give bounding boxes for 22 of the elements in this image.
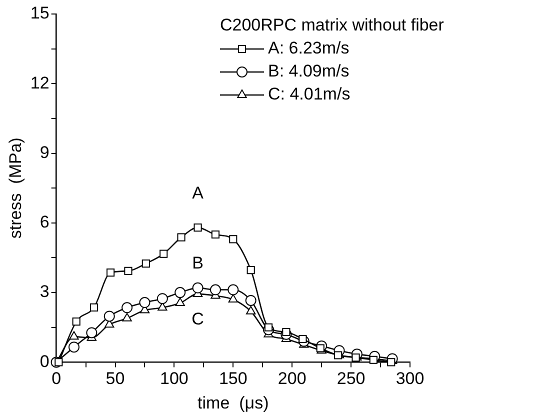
x-tick-label: 200: [278, 369, 306, 388]
y-tick-label: 12: [30, 73, 50, 92]
annotation: A: [192, 183, 204, 202]
y-tick-label: 15: [30, 4, 50, 23]
y-axis-title: stress (MPa): [6, 138, 25, 239]
annotation: B: [192, 254, 204, 273]
y-tick-label: 0: [40, 352, 50, 371]
x-axis-title: time (μs): [198, 393, 269, 412]
x-tick-label: 250: [336, 369, 366, 388]
legend-title: C200RPC matrix without fiber: [220, 16, 444, 35]
legend-label: A: 6.23m/s: [268, 38, 350, 58]
x-tick-label: 0: [52, 369, 62, 388]
x-tick-label: 50: [106, 369, 125, 388]
y-tick-label: 9: [40, 142, 50, 162]
x-tick-label: 300: [396, 369, 424, 388]
y-tick-label: 3: [40, 282, 50, 302]
legend-label: C: 4.01m/s: [268, 84, 350, 104]
annotation: C: [192, 310, 204, 329]
x-tick-label: 150: [218, 369, 248, 388]
legend-label: B: 4.09m/s: [268, 62, 350, 81]
y-tick-label: 6: [40, 212, 50, 232]
x-tick-label: 100: [160, 369, 188, 388]
